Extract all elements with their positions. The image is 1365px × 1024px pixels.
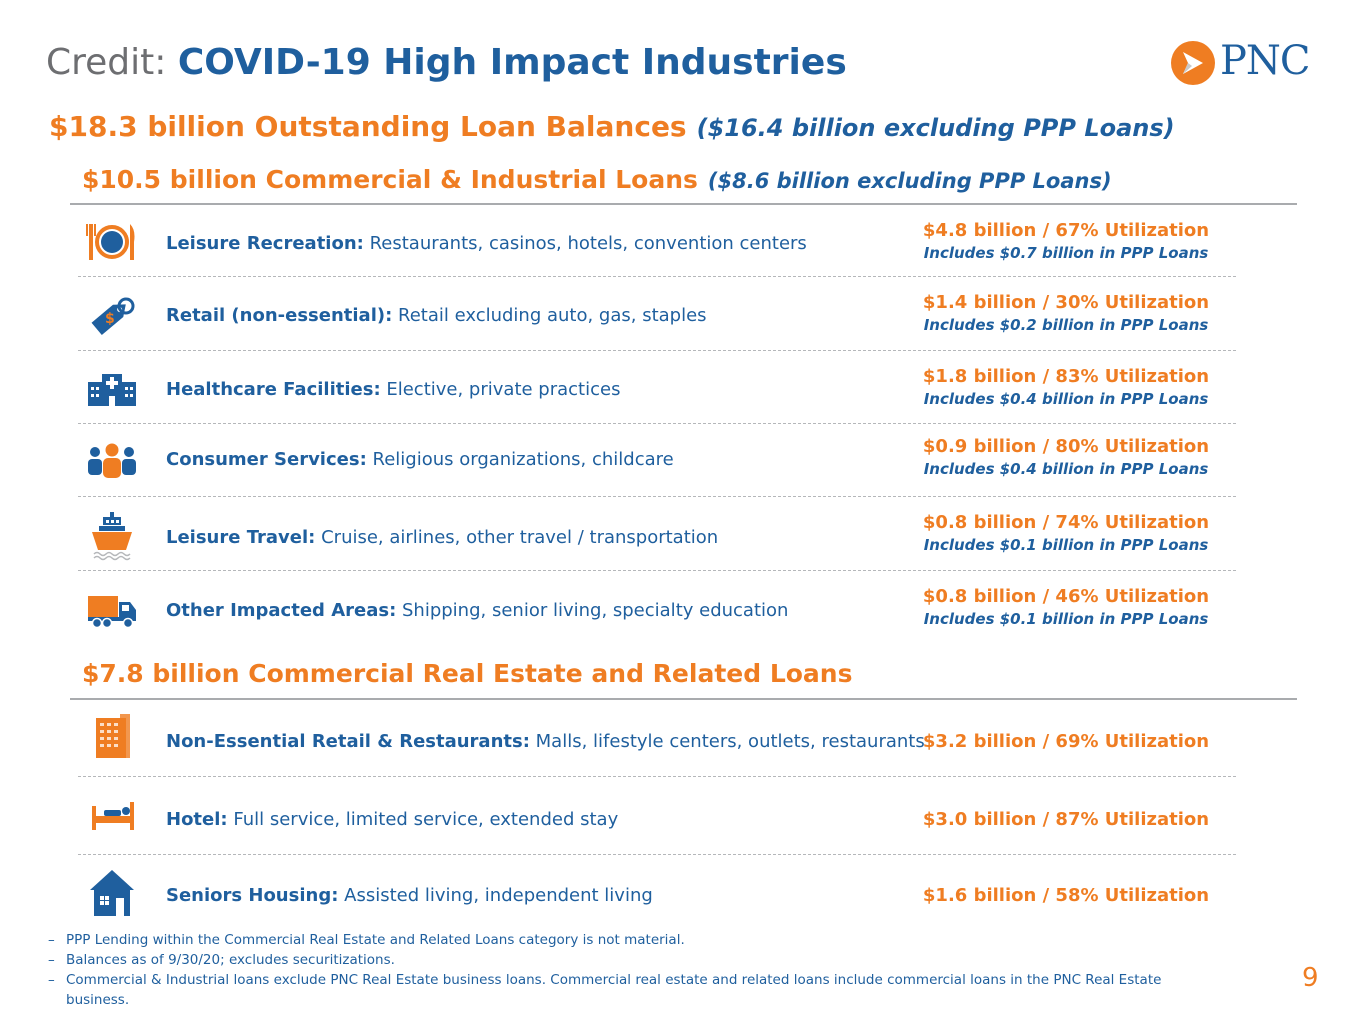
row-detail: Elective, private practices <box>380 379 621 400</box>
row-category: Consumer Services: <box>166 449 367 470</box>
row-amount: $0.8 billion / 74% Utilization <box>922 512 1210 533</box>
ci-heading: $10.5 billion Commercial & Industrial Lo… <box>82 165 698 194</box>
hospital-icon <box>86 368 138 412</box>
row-category: Retail (non-essential): <box>166 305 393 326</box>
row-description: Healthcare Facilities: Elective, private… <box>166 379 620 400</box>
row-category: Seniors Housing: <box>166 885 339 906</box>
row-description: Other Impacted Areas: Shipping, senior l… <box>166 600 788 621</box>
row-category: Hotel: <box>166 809 228 830</box>
row-category: Non-Essential Retail & Restaurants: <box>166 731 530 752</box>
people-group-icon <box>86 438 138 482</box>
table-row: Hotel: Full service, limited service, ex… <box>78 792 1238 842</box>
row-value: $1.6 billion / 58% Utilization <box>906 885 1226 906</box>
row-value: $1.4 billion / 30% Utilization Includes … <box>906 292 1226 334</box>
footnotes: PPP Lending within the Commercial Real E… <box>48 930 1218 1010</box>
table-row: Leisure Recreation: Restaurants, casinos… <box>78 218 1238 268</box>
row-detail: Cruise, airlines, other travel / transpo… <box>315 527 719 548</box>
row-description: Consumer Services: Religious organizatio… <box>166 449 674 470</box>
footnote: PPP Lending within the Commercial Real E… <box>48 930 1218 950</box>
row-divider <box>78 570 1236 571</box>
ci-section-heading: $10.5 billion Commercial & Industrial Lo… <box>82 165 1112 194</box>
row-amount: $3.2 billion / 69% Utilization <box>922 731 1210 752</box>
pnc-logo: PNC <box>1170 38 1322 86</box>
row-divider <box>78 423 1236 424</box>
row-amount: $4.8 billion / 67% Utilization <box>922 220 1210 241</box>
svg-text:$: $ <box>105 311 115 327</box>
row-detail: Shipping, senior living, specialty educa… <box>396 600 789 621</box>
table-row: Healthcare Facilities: Elective, private… <box>78 364 1238 414</box>
row-amount: $1.6 billion / 58% Utilization <box>922 885 1210 906</box>
row-ppp: Includes $0.7 billion in PPP Loans <box>923 244 1209 262</box>
row-value: $3.2 billion / 69% Utilization <box>906 731 1226 752</box>
row-category: Healthcare Facilities: <box>166 379 381 400</box>
row-value: $3.0 billion / 87% Utilization <box>906 809 1226 830</box>
row-amount: $3.0 billion / 87% Utilization <box>922 809 1210 830</box>
price-tag-icon: $ <box>86 294 138 338</box>
row-value: $0.8 billion / 74% Utilization Includes … <box>906 512 1226 554</box>
row-description: Retail (non-essential): Retail excluding… <box>166 305 707 326</box>
row-detail: Malls, lifestyle centers, outlets, resta… <box>529 731 925 752</box>
row-divider <box>78 776 1236 777</box>
table-row: $ Retail (non-essential): Retail excludi… <box>78 290 1238 340</box>
restaurant-plate-icon <box>86 220 138 264</box>
row-description: Hotel: Full service, limited service, ex… <box>166 809 618 830</box>
cre-section-heading: $7.8 billion Commercial Real Estate and … <box>82 659 852 688</box>
ci-section-rule <box>70 203 1297 205</box>
row-description: Seniors Housing: Assisted living, indepe… <box>166 885 653 906</box>
row-ppp: Includes $0.1 billion in PPP Loans <box>923 536 1209 554</box>
title-prefix: Credit: <box>46 42 167 83</box>
ci-excluding: ($8.6 billion excluding PPP Loans) <box>707 169 1112 193</box>
row-divider <box>78 854 1236 855</box>
row-ppp: Includes $0.1 billion in PPP Loans <box>923 610 1209 628</box>
row-amount: $0.8 billion / 46% Utilization <box>922 586 1210 607</box>
row-value: $0.9 billion / 80% Utilization Includes … <box>906 436 1226 478</box>
table-row: Non-Essential Retail & Restaurants: Mall… <box>78 714 1238 764</box>
delivery-truck-icon <box>86 588 138 632</box>
table-row: Consumer Services: Religious organizatio… <box>78 436 1238 486</box>
page-number: 9 <box>1302 963 1319 993</box>
table-row: Other Impacted Areas: Shipping, senior l… <box>78 586 1238 636</box>
headline-excluding: ($16.4 billion excluding PPP Loans) <box>696 114 1175 142</box>
cre-section-rule <box>70 698 1297 700</box>
row-detail: Full service, limited service, extended … <box>227 809 619 830</box>
house-icon <box>86 868 138 916</box>
headline-amount: $18.3 billion Outstanding Loan Balances <box>49 110 687 143</box>
office-building-icon <box>86 714 138 758</box>
page-title: Credit: COVID-19 High Impact Industries <box>46 42 847 83</box>
row-detail: Retail excluding auto, gas, staples <box>392 305 707 326</box>
row-detail: Assisted living, independent living <box>338 885 653 906</box>
footnote: Balances as of 9/30/20; excludes securit… <box>48 950 1218 970</box>
row-ppp: Includes $0.2 billion in PPP Loans <box>923 316 1209 334</box>
row-category: Other Impacted Areas: <box>166 600 397 621</box>
headline: $18.3 billion Outstanding Loan Balances (… <box>49 110 1175 143</box>
row-detail: Religious organizations, childcare <box>366 449 674 470</box>
row-divider <box>78 350 1236 351</box>
table-row: Leisure Travel: Cruise, airlines, other … <box>78 512 1238 562</box>
hotel-bed-icon <box>86 796 138 840</box>
row-divider <box>78 496 1236 497</box>
row-category: Leisure Recreation: <box>166 233 364 254</box>
cre-heading: $7.8 billion Commercial Real Estate and … <box>82 659 853 688</box>
row-description: Leisure Travel: Cruise, airlines, other … <box>166 527 718 548</box>
row-amount: $0.9 billion / 80% Utilization <box>922 436 1210 457</box>
row-divider <box>78 276 1236 277</box>
title-main: COVID-19 High Impact Industries <box>177 42 847 83</box>
row-detail: Restaurants, casinos, hotels, convention… <box>363 233 807 254</box>
pnc-mark-icon <box>1171 41 1215 85</box>
footnote: Commercial & Industrial loans exclude PN… <box>48 970 1218 1010</box>
row-value: $0.8 billion / 46% Utilization Includes … <box>906 586 1226 628</box>
cruise-ship-icon <box>86 512 138 562</box>
logo-text: PNC <box>1220 38 1311 84</box>
row-amount: $1.4 billion / 30% Utilization <box>922 292 1210 313</box>
row-category: Leisure Travel: <box>166 527 316 548</box>
table-row: Seniors Housing: Assisted living, indepe… <box>78 868 1238 918</box>
row-value: $1.8 billion / 83% Utilization Includes … <box>906 366 1226 408</box>
row-amount: $1.8 billion / 83% Utilization <box>922 366 1210 387</box>
row-ppp: Includes $0.4 billion in PPP Loans <box>923 390 1209 408</box>
row-ppp: Includes $0.4 billion in PPP Loans <box>923 460 1209 478</box>
row-description: Leisure Recreation: Restaurants, casinos… <box>166 233 807 254</box>
row-description: Non-Essential Retail & Restaurants: Mall… <box>166 731 925 752</box>
row-value: $4.8 billion / 67% Utilization Includes … <box>906 220 1226 262</box>
